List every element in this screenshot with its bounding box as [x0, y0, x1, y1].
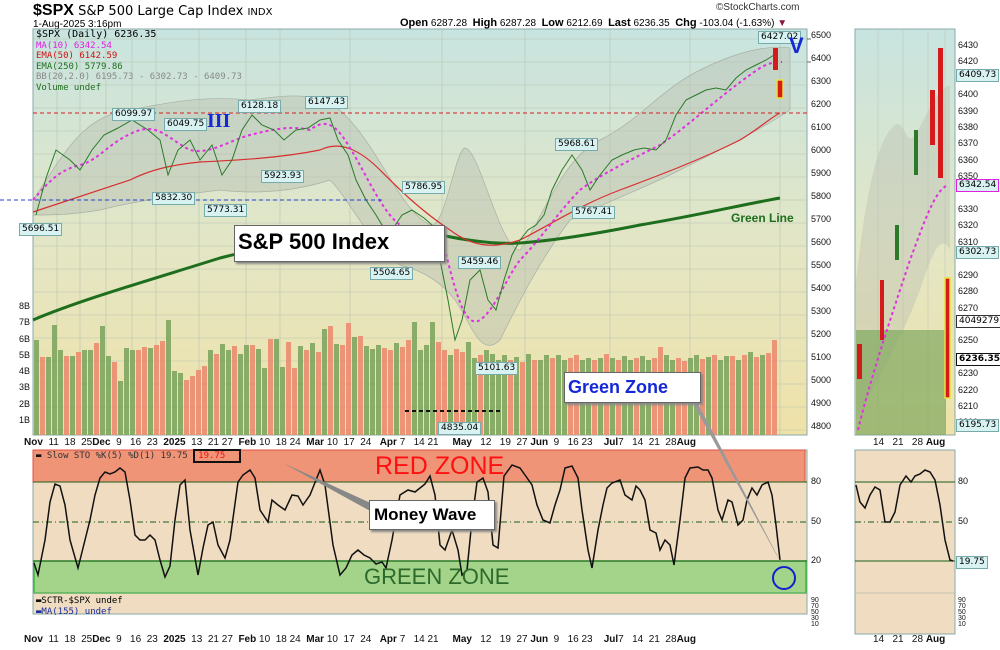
legend-ma10: MA(10) 6342.54: [36, 40, 112, 51]
down-arrow-icon: ▼: [777, 18, 788, 29]
red-zone-band: [32, 449, 806, 483]
sto-20: 20: [811, 555, 822, 565]
green-zone-band: [33, 560, 807, 594]
price-tag: 5773.31: [204, 204, 248, 217]
zoom-volume: [856, 330, 946, 435]
bb-lower-tag: 6195.73: [956, 419, 1000, 432]
price-tag: 5459.46: [458, 256, 502, 269]
sto-80: 80: [811, 476, 822, 486]
zoom-y-axis: 6430 6420 6400 6390 6380 6370 6360 6350 6330 63…: [958, 40, 979, 427]
sto-side-tag: 19.75: [956, 556, 988, 569]
chart-title: $SPX S&P 500 Large Cap Index INDX: [33, 2, 272, 20]
sctr-axis: 90 70 50 30 10: [811, 597, 819, 628]
quote-bar: Open 6287.28 High 6287.28 Low 6212.69 La…: [400, 17, 788, 29]
bb-mid-tag: 6302.73: [956, 246, 1000, 259]
datetime: 1-Aug-2025 3:16pm: [33, 19, 122, 30]
price-tag: 5504.65: [370, 267, 414, 280]
price-tag: 6099.97: [112, 108, 156, 121]
legend-ema250: EMA(250) 5779.86: [36, 61, 123, 72]
change-value: -103.04 (-1.63%): [699, 18, 775, 29]
index-title-callout: S&P 500 Index: [234, 225, 445, 262]
wave-v-label: V: [789, 33, 804, 58]
last-value: 6236.35: [633, 18, 670, 29]
legend-price: $SPX (Daily) 6236.35: [36, 29, 157, 40]
ema50-line: [32, 112, 781, 246]
money-wave-pointer: [283, 463, 375, 512]
ma10-tag: 6342.54: [956, 179, 1000, 192]
legend-ema50: EMA(50) 6142.59: [36, 51, 118, 61]
x-axis-top: Nov 11 18 25Dec 9 16 23 2025 13 21 27 Fe…: [24, 437, 697, 448]
price-tag: 5767.41: [572, 206, 616, 219]
sto-value-box: 19.75: [193, 449, 242, 463]
low-value: 6212.69: [566, 18, 603, 29]
index-name: S&P 500 Large Cap Index: [78, 4, 244, 19]
price-y-axis: 6500 6400 6300 6200 6100 6000 5900 5800 5700 5600…: [811, 30, 832, 431]
sto-legend: ▬ Slow STO %K(5) %D(1) 19.75 19.75: [36, 449, 242, 463]
legend-bb: BB(20,2.0) 6195.73 - 6302.73 - 6409.73: [36, 72, 242, 82]
bb-upper-tag: 6409.73: [956, 69, 1000, 82]
price-tag: 5923.93: [261, 170, 305, 183]
sto-line: [33, 464, 781, 580]
price-tag: 5786.95: [402, 181, 446, 194]
green-zone-label: GREEN ZONE: [364, 564, 510, 589]
price-tag: 6147.43: [305, 96, 349, 109]
ma10-line: [32, 61, 783, 323]
price-tag: 5968.61: [555, 138, 599, 151]
sctr-legend: ▬SCTR-$SPX undef ▬MA(155) undef: [36, 596, 123, 617]
price-tag: 5832.30: [152, 192, 196, 205]
money-wave-callout: Money Wave: [369, 500, 495, 530]
last-price-tag: 6236.35: [956, 353, 1000, 366]
sto-50: 50: [811, 516, 822, 526]
volume-y-axis: 8B 7B 6B 5B 4B 3B 2B 1B: [18, 301, 30, 426]
price-tag: 6049.75: [164, 118, 208, 131]
green-line-label: Green Line: [731, 211, 794, 225]
high-value: 6287.28: [499, 18, 537, 29]
red-zone-label: RED ZONE: [375, 452, 505, 480]
bollinger-band: [32, 46, 791, 346]
price-tag: 6128.18: [238, 100, 282, 113]
zoom-x-axis-bottom: 14 21 28 Aug: [873, 634, 946, 645]
x-axis-bottom: Nov 11 18 25Dec 9 16 23 2025 13 21 27 Fe…: [24, 634, 697, 645]
green-zone-callout: Green Zone: [564, 372, 701, 403]
symbol: $SPX: [33, 2, 74, 19]
zoom-sto-panel: [854, 449, 956, 635]
price-tag: 4835.04: [438, 422, 482, 435]
exchange: INDX: [247, 7, 273, 18]
volume-tag: 4049279: [956, 315, 1000, 328]
zoom-x-axis-top: 14 21 28 Aug: [873, 437, 946, 448]
target-circle: [772, 566, 796, 590]
brand-label: ©StockCharts.com: [716, 2, 800, 13]
legend-volume: Volume undef: [36, 82, 102, 93]
price-tag: 5101.63: [475, 362, 519, 375]
price-tag: 6427.02: [758, 31, 802, 44]
price-legend: $SPX (Daily) 6236.35 MA(10) 6342.54 EMA(…: [36, 29, 242, 93]
last-candle: [776, 79, 784, 99]
open-value: 6287.28: [430, 18, 468, 29]
price-tag: 5696.51: [19, 223, 63, 236]
wave-iii-label: III: [207, 110, 231, 132]
green-zone-pointer: [690, 398, 786, 572]
